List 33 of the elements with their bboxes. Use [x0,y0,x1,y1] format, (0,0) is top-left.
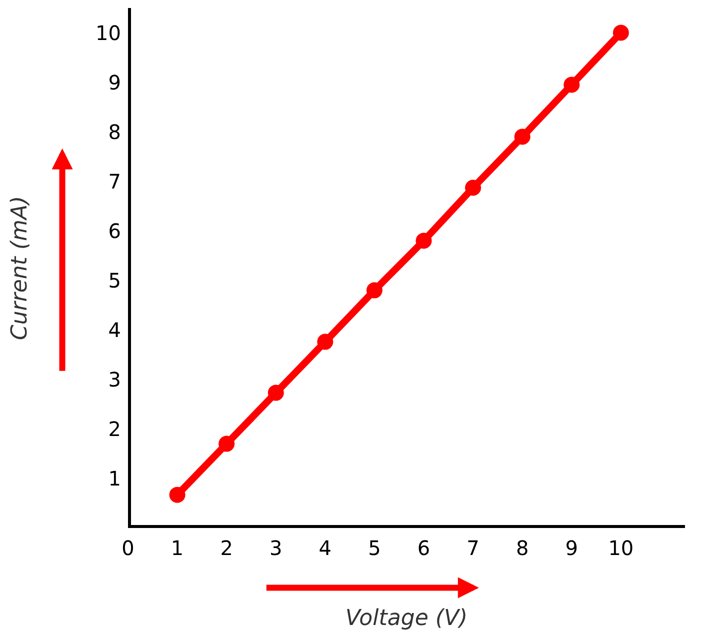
y-tick-label: 5 [108,268,121,292]
point [612,24,629,41]
x-tick-label: 8 [516,536,529,560]
y-tick-label: 8 [108,120,121,144]
point [465,180,482,196]
point [218,436,235,452]
x-tick-label: 1 [170,536,184,560]
y-tick-label: 2 [108,416,121,441]
y-tick-label: 4 [108,318,121,342]
point [169,486,186,503]
x-tick-label: 9 [565,536,578,560]
point [416,232,432,249]
y-tick-label: 6 [108,218,121,243]
y-tick-label: 7 [108,169,121,194]
point [564,76,580,93]
x-tick-label: 7 [466,536,480,560]
x-tick-label: 3 [270,536,282,560]
x-tick-label: 2 [220,536,233,560]
x-tick-label: 6 [417,536,430,560]
y-tick-label: 1 [108,466,121,490]
x-axis-title: Voltage (V) [345,606,468,631]
y-tick-label: 9 [108,70,121,94]
y-tick-label: 3 [108,367,121,392]
y-tick-label: 10 [96,20,121,45]
point [268,384,284,401]
point [366,282,382,298]
point [514,128,530,145]
x-tick-label: 4 [318,536,332,560]
x-tick-label: 10 [608,536,634,560]
x-tick-label: 0 [122,536,134,560]
y-axis-title: Current (mA) [7,196,32,340]
x-tick-label: 5 [368,536,381,560]
point [317,334,334,350]
